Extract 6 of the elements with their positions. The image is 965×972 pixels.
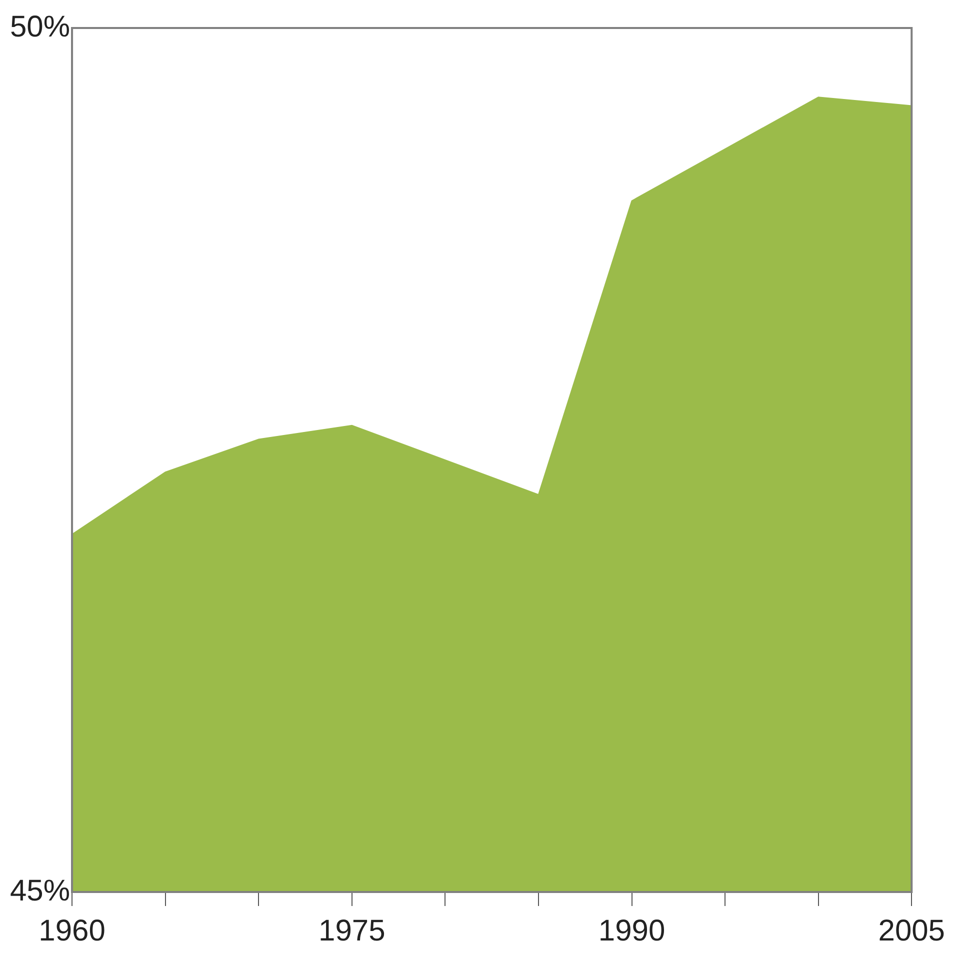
x-tick-label: 1990 [598, 914, 666, 948]
x-tick-label: 2005 [878, 914, 946, 948]
y-tick-label: 45% [10, 874, 70, 908]
y-tick-label: 50% [10, 10, 70, 44]
x-tick-label: 1975 [318, 914, 386, 948]
x-tick-label: 1960 [38, 914, 106, 948]
